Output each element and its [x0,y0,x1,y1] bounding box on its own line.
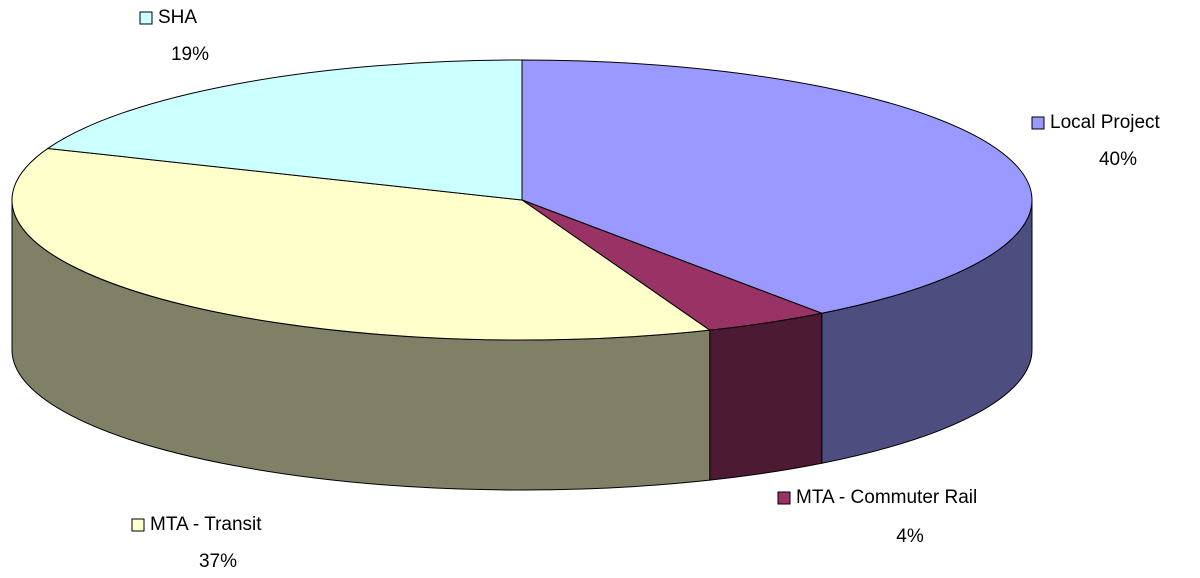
slice-label: Local Project [1050,112,1161,133]
slice-label: MTA - Commuter Rail [796,487,977,508]
slice [11,147,712,341]
slice-value-label: 4% [896,526,924,547]
legend-swatch [139,11,153,25]
slice [521,59,1033,314]
slice-label: MTA - Transit [150,514,262,535]
slice [46,59,523,201]
slice-value-label: 19% [171,44,209,65]
slice-value-label: 37% [199,551,237,572]
legend-swatch [1031,116,1045,130]
legend-swatch [131,518,145,532]
legend-swatch [777,491,791,505]
slice-value-label: 40% [1099,149,1137,170]
slice-side [709,312,823,481]
slice-label: SHA [158,7,197,28]
